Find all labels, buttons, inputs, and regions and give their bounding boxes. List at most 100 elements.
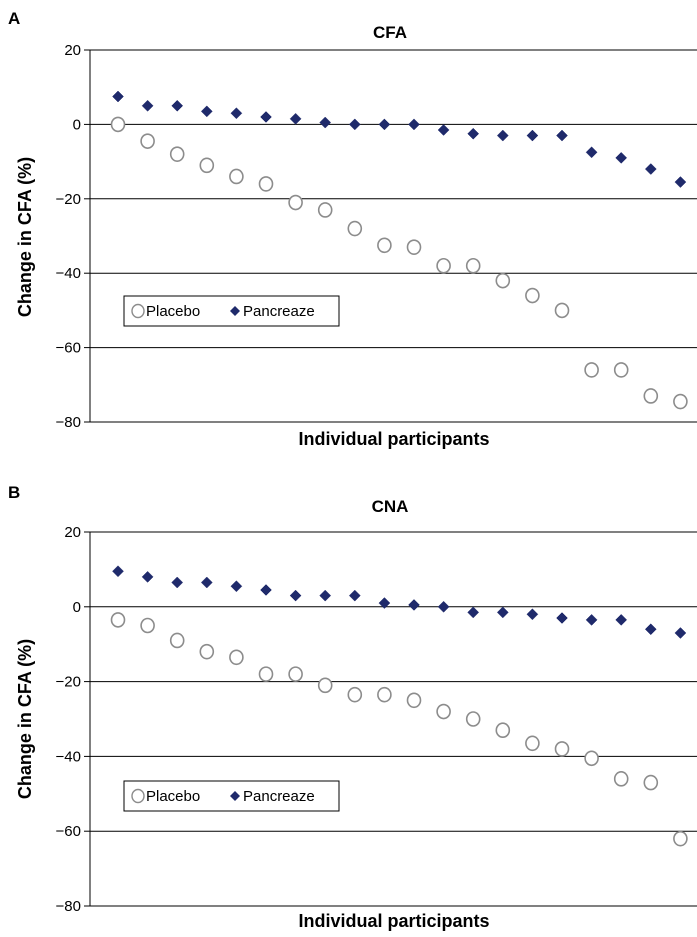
- pancreaze-point: [348, 589, 361, 602]
- placebo-point: [317, 677, 333, 694]
- placebo-point: [495, 272, 511, 289]
- pancreaze-point: [112, 90, 124, 103]
- placebo-point: [495, 722, 511, 739]
- y-tick-label: −60: [56, 823, 81, 840]
- placebo-point: [199, 157, 215, 174]
- placebo-point: [288, 666, 303, 682]
- panel-a: A CFA Individual participants Change in …: [8, 9, 697, 449]
- legend-placebo-marker: [131, 788, 145, 804]
- plot-area: 20 0 −20 −40 −60 −80: [56, 42, 697, 431]
- x-axis-label: Individual participants: [298, 911, 489, 931]
- placebo-point: [584, 362, 599, 378]
- pancreaze-point: [615, 614, 628, 626]
- chart-title-cfa: CFA: [373, 23, 407, 42]
- placebo-point: [613, 771, 629, 787]
- pancreaze-point: [644, 163, 657, 175]
- y-tick-label: 20: [64, 524, 81, 541]
- pancreaze-point: [378, 597, 391, 609]
- pancreaze-point: [467, 606, 480, 619]
- pancreaze-point: [230, 580, 243, 593]
- plot-area: 20 0 −20 −40 −60 −80: [56, 524, 697, 915]
- pancreaze-point: [260, 584, 272, 596]
- placebo-point: [554, 302, 570, 319]
- pancreaze-point: [289, 112, 302, 125]
- y-tick-label: −40: [56, 748, 81, 765]
- placebo-point: [465, 257, 481, 274]
- placebo-point: [584, 750, 599, 767]
- y-axis-label: Change in CFA (%): [15, 639, 35, 799]
- y-tick-label: −20: [56, 191, 81, 208]
- placebo-point: [258, 176, 274, 192]
- y-tick-label: 0: [73, 599, 81, 616]
- placebo-point: [169, 146, 185, 162]
- placebo-point: [110, 116, 126, 133]
- placebo-point: [229, 168, 244, 185]
- legend-placebo-label: Placebo: [146, 788, 200, 805]
- pancreaze-point: [674, 627, 687, 639]
- legend-pancreaze-label: Pancreaze: [243, 303, 315, 320]
- placebo-point: [406, 239, 422, 255]
- placebo-point: [347, 220, 363, 237]
- placebo-point: [554, 741, 570, 757]
- legend: Placebo Pancreaze: [123, 295, 340, 327]
- pancreaze-point: [496, 129, 509, 142]
- placebo-point: [169, 632, 185, 649]
- pancreaze-point: [141, 571, 154, 583]
- placebo-point: [317, 202, 333, 218]
- legend-placebo-label: Placebo: [146, 303, 200, 320]
- legend-pancreaze-marker: [230, 791, 240, 801]
- panel-letter-a: A: [8, 9, 20, 28]
- placebo-point: [525, 735, 540, 752]
- y-axis-label: Change in CFA (%): [15, 157, 35, 317]
- pancreaze-point: [674, 176, 687, 188]
- placebo-point: [465, 711, 481, 727]
- pancreaze-point: [289, 589, 302, 602]
- pancreaze-point: [408, 118, 420, 131]
- pancreaze-point: [260, 111, 272, 123]
- panel-letter-b: B: [8, 483, 20, 502]
- placebo-point: [140, 133, 155, 149]
- placebo-point: [643, 774, 659, 791]
- placebo-point: [613, 362, 629, 378]
- pancreaze-point: [615, 152, 628, 164]
- panel-b: B CNA Individual participants Change in …: [8, 483, 697, 931]
- pancreaze-point: [319, 116, 332, 129]
- pancreaze-point: [467, 127, 480, 140]
- pancreaze-point: [585, 146, 598, 159]
- y-tick-label: 0: [73, 116, 81, 133]
- pancreaze-point: [141, 99, 154, 112]
- placebo-point: [436, 257, 451, 274]
- placebo-point: [673, 393, 688, 410]
- placebo-point: [377, 686, 392, 703]
- y-tick-label: −40: [56, 265, 81, 282]
- pancreaze-point: [585, 614, 598, 626]
- pancreaze-point: [200, 576, 213, 589]
- y-tick-label: −80: [56, 898, 81, 915]
- placebo-point: [347, 686, 363, 703]
- pancreaze-point: [437, 600, 450, 613]
- pancreaze-point: [230, 107, 243, 120]
- y-tick-label: −80: [56, 414, 81, 431]
- placebo-point: [643, 388, 659, 404]
- x-axis-label: Individual participants: [298, 429, 489, 449]
- placebo-point: [199, 643, 215, 660]
- legend-placebo-marker: [131, 303, 145, 319]
- placebo-point: [377, 237, 392, 254]
- pancreaze-point: [526, 129, 539, 142]
- y-tick-label: 20: [64, 42, 81, 59]
- placebo-point: [436, 703, 451, 720]
- placebo-point: [110, 612, 126, 628]
- pancreaze-point: [556, 129, 568, 142]
- pancreaze-point: [200, 105, 213, 118]
- placebo-point: [140, 617, 155, 634]
- placebo-point: [406, 692, 422, 709]
- pancreaze-point: [644, 623, 657, 636]
- pancreaze-point: [526, 608, 539, 621]
- y-tick-label: −20: [56, 674, 81, 691]
- pancreaze-point: [556, 612, 568, 624]
- pancreaze-point: [171, 576, 184, 589]
- placebo-point: [229, 649, 244, 666]
- legend-pancreaze-label: Pancreaze: [243, 788, 315, 805]
- chart-title-cna: CNA: [372, 497, 409, 516]
